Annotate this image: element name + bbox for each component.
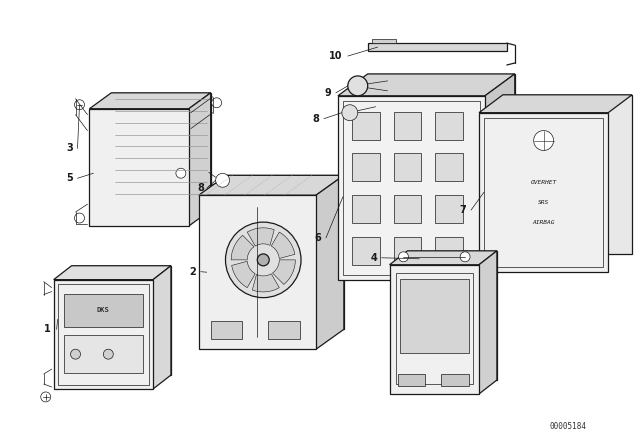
Polygon shape — [189, 93, 211, 226]
Bar — [343, 101, 480, 275]
Polygon shape — [338, 74, 515, 96]
Circle shape — [176, 168, 186, 178]
Circle shape — [216, 173, 230, 187]
Polygon shape — [479, 251, 497, 394]
Text: 00005184: 00005184 — [550, 422, 587, 431]
Circle shape — [348, 76, 368, 96]
Polygon shape — [111, 93, 211, 210]
Bar — [352, 195, 380, 223]
Polygon shape — [90, 93, 211, 109]
Bar — [394, 237, 421, 265]
Circle shape — [460, 252, 470, 262]
Text: 6: 6 — [315, 233, 321, 243]
Circle shape — [103, 349, 113, 359]
Polygon shape — [271, 232, 295, 258]
Bar — [397, 374, 426, 386]
Polygon shape — [231, 235, 254, 260]
Circle shape — [342, 105, 358, 121]
Polygon shape — [199, 175, 344, 195]
Bar — [394, 195, 421, 223]
Bar — [399, 279, 469, 353]
Bar — [268, 321, 300, 339]
Bar — [58, 284, 149, 385]
Circle shape — [534, 130, 554, 151]
Text: 8: 8 — [197, 183, 204, 193]
Polygon shape — [232, 261, 255, 288]
Bar — [372, 39, 396, 43]
Text: OVERHET: OVERHET — [531, 180, 557, 185]
Bar — [394, 112, 421, 139]
Bar — [435, 112, 463, 139]
Circle shape — [74, 100, 84, 110]
Circle shape — [399, 252, 408, 262]
Polygon shape — [54, 266, 171, 280]
Bar — [479, 113, 608, 271]
Text: DKS: DKS — [97, 307, 109, 314]
Text: AIRBAG: AIRBAG — [532, 220, 555, 224]
Polygon shape — [252, 274, 279, 292]
Bar — [435, 154, 463, 181]
Text: 4: 4 — [371, 253, 377, 263]
Bar — [441, 374, 469, 386]
Polygon shape — [227, 175, 344, 329]
Bar — [211, 321, 243, 339]
Polygon shape — [72, 266, 171, 375]
Bar — [435, 195, 463, 223]
Text: SRS: SRS — [538, 200, 549, 205]
Text: 7: 7 — [460, 205, 467, 215]
Text: 1: 1 — [44, 324, 51, 334]
Bar — [368, 43, 507, 51]
Polygon shape — [273, 260, 295, 284]
Bar — [63, 335, 143, 373]
Text: 5: 5 — [66, 173, 73, 183]
Bar — [484, 118, 604, 267]
Circle shape — [257, 254, 269, 266]
Text: 3: 3 — [66, 143, 73, 154]
Polygon shape — [368, 74, 515, 258]
Bar — [54, 280, 153, 389]
Text: 8: 8 — [312, 114, 319, 124]
Bar — [394, 154, 421, 181]
Polygon shape — [390, 251, 497, 265]
Bar — [396, 273, 473, 384]
Polygon shape — [503, 95, 632, 254]
Circle shape — [212, 98, 221, 108]
Bar — [63, 293, 143, 327]
Circle shape — [41, 392, 51, 402]
Bar — [352, 154, 380, 181]
Text: 2: 2 — [189, 267, 196, 277]
Bar — [352, 237, 380, 265]
Bar — [352, 112, 380, 139]
Bar — [199, 195, 316, 349]
Polygon shape — [408, 251, 497, 380]
Polygon shape — [316, 175, 344, 349]
Text: 9: 9 — [324, 88, 332, 98]
Text: 10: 10 — [329, 51, 342, 61]
Bar — [390, 265, 479, 394]
Bar — [435, 237, 463, 265]
Polygon shape — [479, 95, 632, 113]
Circle shape — [74, 213, 84, 223]
Bar — [90, 109, 189, 226]
Circle shape — [70, 349, 81, 359]
Bar — [338, 96, 485, 280]
Polygon shape — [153, 266, 171, 389]
Polygon shape — [485, 74, 515, 280]
Polygon shape — [247, 228, 274, 246]
Circle shape — [225, 222, 301, 297]
